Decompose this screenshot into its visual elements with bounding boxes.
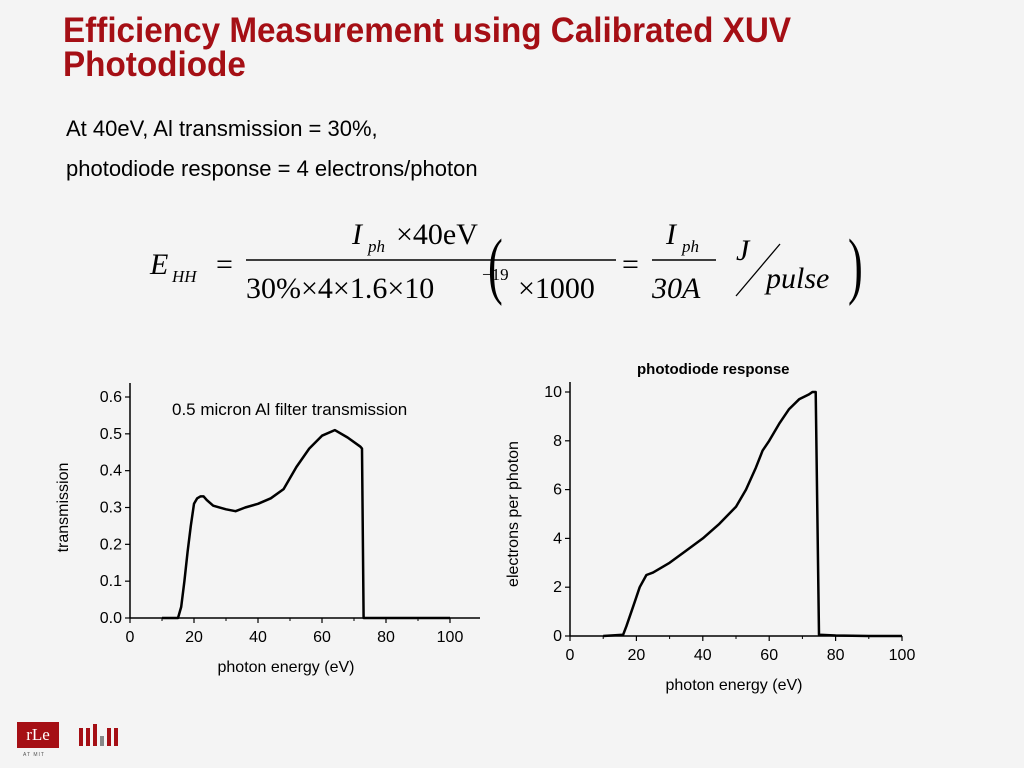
- y-axis-label: electrons per photon: [505, 441, 522, 587]
- photodiode-response-text: photodiode response = 4 electrons/photon: [66, 156, 478, 181]
- eq-den1: 30%×4×1.6×10: [246, 272, 434, 305]
- y-tick-label: 0.0: [100, 610, 122, 627]
- rle-logo: rLe AT MIT: [17, 722, 59, 758]
- eq-equals-2: =: [622, 248, 639, 281]
- eq-lhs: E: [149, 248, 168, 281]
- eq-unit-bottom: pulse: [764, 262, 829, 295]
- x-tick-label: 20: [185, 629, 203, 646]
- eq-den1-rest: ×1000: [518, 272, 595, 305]
- eq-equals-1: =: [216, 248, 233, 281]
- x-tick-label: 100: [437, 629, 464, 646]
- x-axis-label: photon energy (eV): [666, 677, 803, 694]
- y-tick-label: 0.4: [100, 463, 122, 480]
- eq-num1-var: I: [351, 218, 364, 251]
- x-tick-label: 20: [628, 647, 646, 664]
- al-transmission-chart: 0.0 0.1 0.2 0.3 0.4 0.5 0.6 0 20 40 60 80 100 photon …: [50, 370, 490, 705]
- x-tick-label: 60: [313, 629, 331, 646]
- y-axis-label: transmission: [55, 463, 72, 553]
- eq-num1-sub: ph: [367, 237, 385, 256]
- x-tick-label: 40: [249, 629, 267, 646]
- eq-lhs-sub: HH: [171, 267, 198, 286]
- series-line: [603, 390, 902, 638]
- y-tick-label: 0.2: [100, 536, 122, 553]
- efficiency-equation: E HH = I ph ×40eV 30%×4×1.6×10 −19 ×1000…: [140, 210, 880, 315]
- y-tick-label: 0.6: [100, 389, 122, 406]
- eq-den2: 30A: [651, 272, 701, 305]
- eq-paren-right: ): [848, 226, 863, 307]
- y-tick-label: 4: [553, 530, 562, 547]
- x-tick-label: 80: [827, 647, 845, 664]
- eq-num2-sub: ph: [681, 237, 699, 256]
- eq-num1-rest: ×40eV: [396, 218, 478, 251]
- y-tick-label: 0.3: [100, 500, 122, 517]
- y-tick-label: 0.1: [100, 573, 122, 590]
- eq-num2-var: I: [665, 218, 678, 251]
- eq-unit-top: J: [736, 234, 751, 267]
- y-tick-label: 6: [553, 482, 562, 499]
- x-tick-label: 0: [566, 647, 575, 664]
- footer-logos: rLe AT MIT: [17, 722, 118, 758]
- mit-logo: [79, 724, 118, 746]
- chart-title: 0.5 micron Al filter transmission: [172, 400, 407, 419]
- slide-title: Efficiency Measurement using Calibrated …: [63, 11, 792, 84]
- al-transmission-text: At 40eV, Al transmission = 30%,: [66, 116, 378, 141]
- photodiode-response-title: photodiode response: [637, 361, 790, 378]
- series-line: [162, 428, 450, 620]
- y-tick-label: 2: [553, 579, 562, 596]
- x-tick-label: 0: [126, 629, 135, 646]
- x-tick-label: 80: [377, 629, 395, 646]
- eq-den1-exp: −19: [482, 265, 509, 284]
- y-tick-label: 0: [553, 628, 562, 645]
- x-tick-label: 40: [694, 647, 712, 664]
- y-tick-label: 10: [544, 384, 562, 401]
- x-tick-label: 100: [889, 647, 916, 664]
- photodiode-response-chart: 0 2 4 6 8 10 0 20 40 60 80 100 photon energy (eV) ele…: [500, 360, 930, 705]
- y-tick-label: 8: [553, 433, 562, 450]
- y-tick-label: 0.5: [100, 426, 122, 443]
- eq-slash: [735, 243, 781, 297]
- eq-paren-left: (: [488, 226, 503, 307]
- x-tick-label: 60: [760, 647, 778, 664]
- x-axis-label: photon energy (eV): [218, 659, 355, 676]
